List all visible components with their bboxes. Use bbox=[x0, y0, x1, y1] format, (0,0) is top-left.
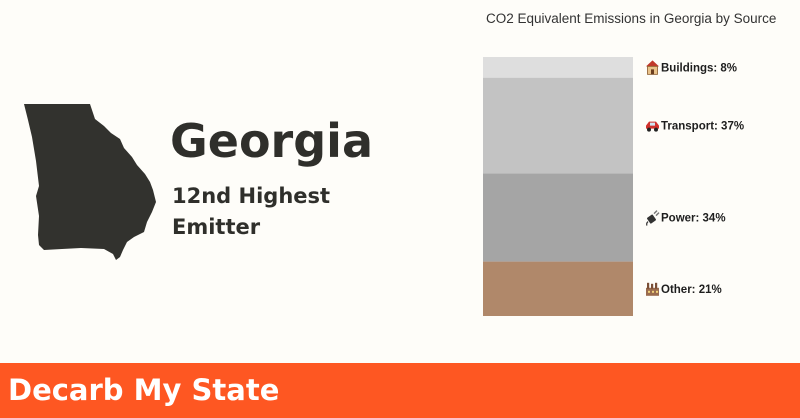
segment-label-transport: Transport: 37% bbox=[661, 121, 744, 133]
plug-icon bbox=[646, 210, 660, 226]
brand-name: Decarb My State bbox=[8, 373, 280, 407]
chart-title: CO2 Equivalent Emissions in Georgia by S… bbox=[486, 11, 777, 26]
segment-label-buildings: Buildings: 8% bbox=[661, 62, 737, 74]
house-icon bbox=[646, 60, 659, 75]
emitter-rank-suffix: Emitter bbox=[172, 215, 261, 239]
segment-label-power: Power: 34% bbox=[661, 213, 726, 225]
bar-segment-transport bbox=[483, 77, 633, 174]
emitter-rank: 12nd Highest bbox=[172, 184, 331, 208]
state-silhouette-icon bbox=[24, 104, 156, 260]
footer-bar: Decarb My State bbox=[0, 363, 800, 418]
state-title: Georgia bbox=[170, 114, 373, 168]
bar-segment-power bbox=[483, 173, 633, 262]
georgia-state-shape bbox=[24, 104, 156, 260]
factory-icon bbox=[646, 282, 659, 296]
bar-segment-other bbox=[483, 261, 633, 316]
segment-label-other: Other: 21% bbox=[661, 284, 722, 296]
bar-segment-buildings bbox=[483, 57, 633, 78]
car-icon bbox=[646, 121, 659, 132]
